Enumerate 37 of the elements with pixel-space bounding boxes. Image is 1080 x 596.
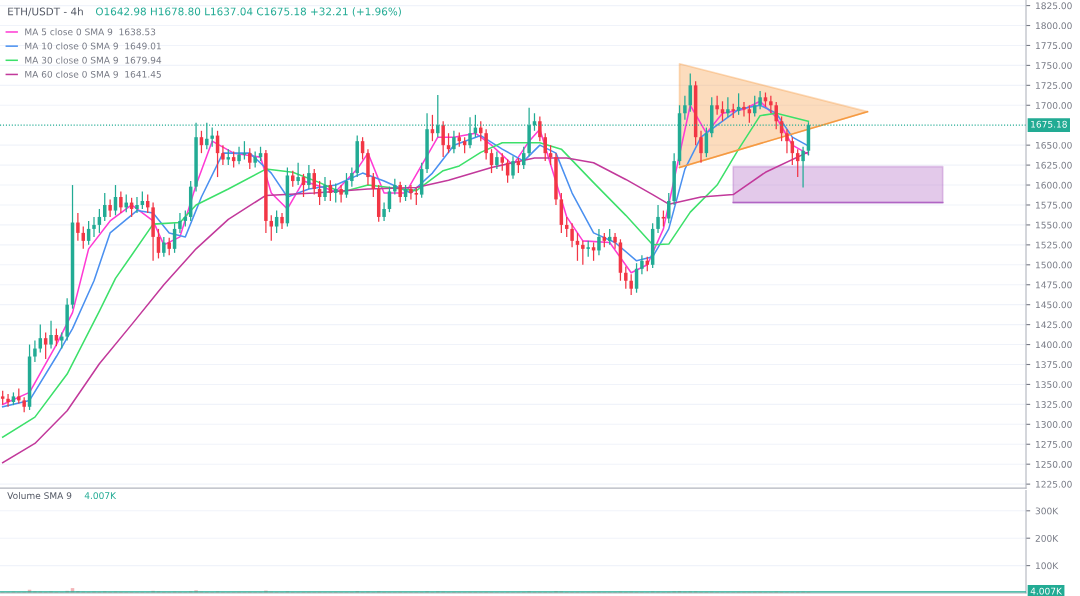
y-tick-label: 1325.00 xyxy=(1036,401,1072,408)
annotation: O1642.98 H1678.80 L1637.04 C1675.18 +32.21 (+1.96%) xyxy=(95,7,401,17)
y-tick-label: 200K xyxy=(1035,534,1059,542)
y-tick-label: 1750.00 xyxy=(1036,62,1072,69)
y-tick-label: 1625.00 xyxy=(1036,161,1072,169)
y-tick-label: 1525.00 xyxy=(1036,241,1072,249)
y-tick-label: 100K xyxy=(1036,562,1059,570)
y-tick-label: 1650.00 xyxy=(1036,141,1072,149)
y-tick-label: 1450.00 xyxy=(1036,301,1072,309)
y-tick-label: 1725.00 xyxy=(1036,82,1072,89)
y-tick-label: 1775.00 xyxy=(1036,42,1072,50)
y-tick-label: 1800.00 xyxy=(1036,22,1072,30)
y-tick-label: 1600.00 xyxy=(1036,181,1072,189)
y-tick-label: 300K xyxy=(1035,507,1059,515)
chart-title: Volume SMA 9 xyxy=(7,492,72,500)
y-tick-label: 1300.00 xyxy=(1036,421,1072,428)
ref-line-label: 4.007K xyxy=(1030,587,1063,595)
ref-line-label: 1675.18 xyxy=(1031,120,1067,128)
y-tick-label: 1400.00 xyxy=(1036,341,1072,349)
y-tick-label: 1350.00 xyxy=(1036,381,1072,388)
y-tick-label: 1250.00 xyxy=(1036,460,1072,468)
y-tick-label: 1425.00 xyxy=(1036,321,1072,329)
annotation: 4.007K xyxy=(84,492,117,500)
y-tick-label: 1275.00 xyxy=(1036,440,1072,448)
text: ETH/USDT - 4h xyxy=(8,7,83,17)
y-tick-label: 1475.00 xyxy=(1036,281,1072,289)
y-tick-label: 1825.00 xyxy=(1036,2,1072,10)
legend-label: MA 10 close 0 SMA 9 1649.01 xyxy=(25,42,161,50)
y-tick-label: 1500.00 xyxy=(1036,261,1072,269)
legend-label: MA 5 close 0 SMA 9 1638.53 xyxy=(25,28,156,36)
y-tick-label: 1575.00 xyxy=(1036,201,1072,209)
legend-label: MA 30 close 0 SMA 9 1679.94 xyxy=(25,56,162,64)
legend-label: MA 60 close 0 SMA 9 1641.45 xyxy=(25,70,161,78)
y-tick-label: 1225.00 xyxy=(1036,480,1072,488)
y-tick-label: 1375.00 xyxy=(1036,361,1072,369)
y-tick-label: 1700.00 xyxy=(1036,102,1072,109)
y-tick-label: 1550.00 xyxy=(1036,221,1072,229)
